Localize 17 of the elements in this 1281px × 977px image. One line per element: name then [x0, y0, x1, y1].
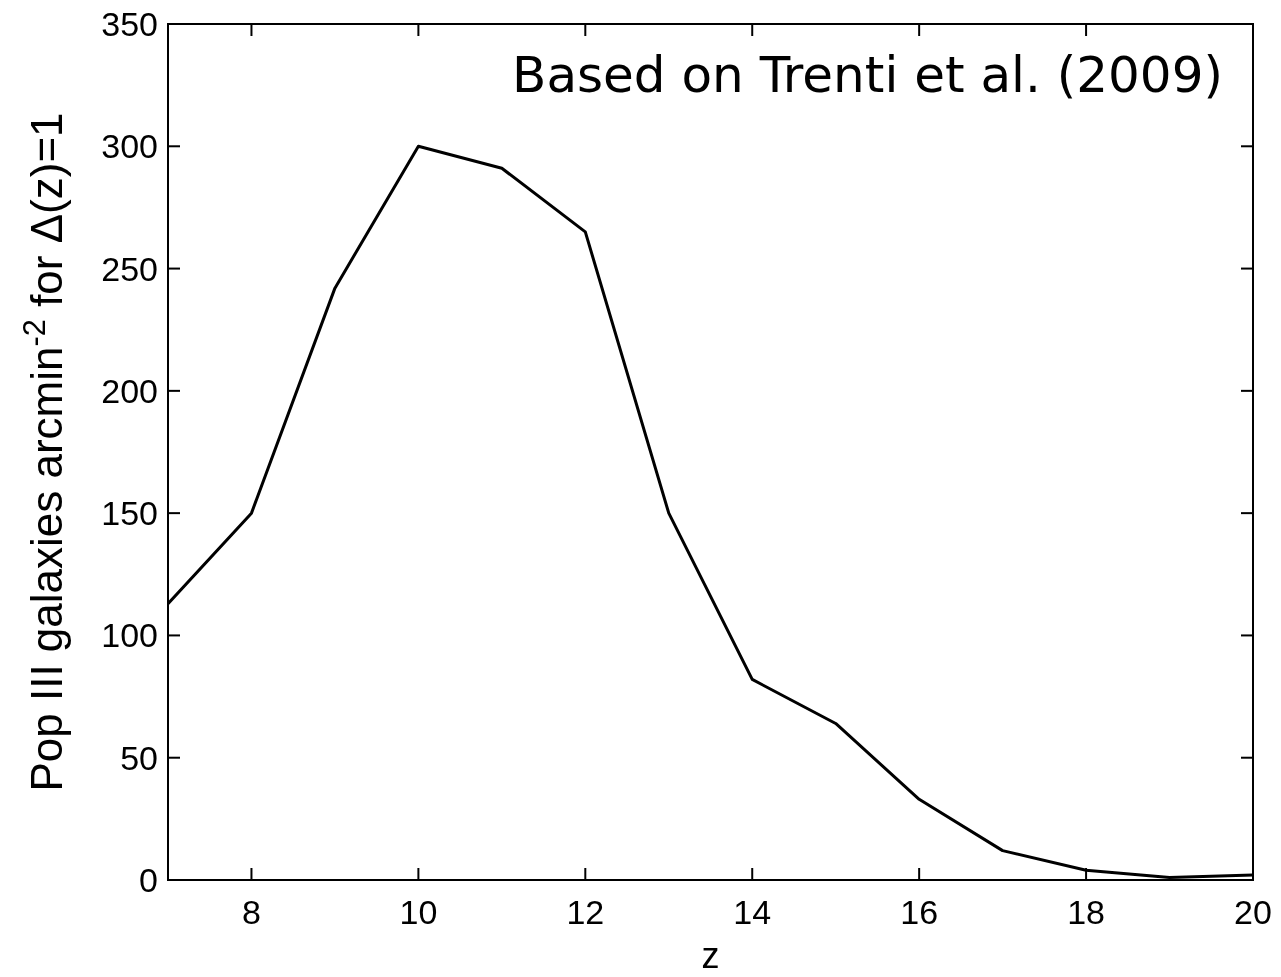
- y-tick-label: 200: [101, 371, 158, 410]
- x-tick-label: 20: [1234, 893, 1272, 931]
- x-axis-title: z: [701, 935, 720, 976]
- x-tick-label: 16: [900, 893, 939, 931]
- annotation: Based on Trenti et al. (2009): [512, 46, 1223, 104]
- y-tick-label: 150: [101, 494, 158, 533]
- y-tick-label: 100: [101, 616, 158, 655]
- x-tick-label: 8: [242, 893, 261, 931]
- y-tick-label: 50: [120, 738, 158, 777]
- x-tick-label: 18: [1067, 893, 1105, 931]
- x-tick-label: 14: [733, 893, 772, 931]
- y-tick-label: 300: [101, 127, 158, 166]
- x-tick-label: 10: [399, 893, 438, 931]
- y-tick-label: 350: [101, 5, 158, 43]
- y-tick-label: 0: [139, 861, 158, 899]
- y-tick-label: 250: [101, 249, 158, 288]
- x-tick-label: 12: [566, 893, 605, 931]
